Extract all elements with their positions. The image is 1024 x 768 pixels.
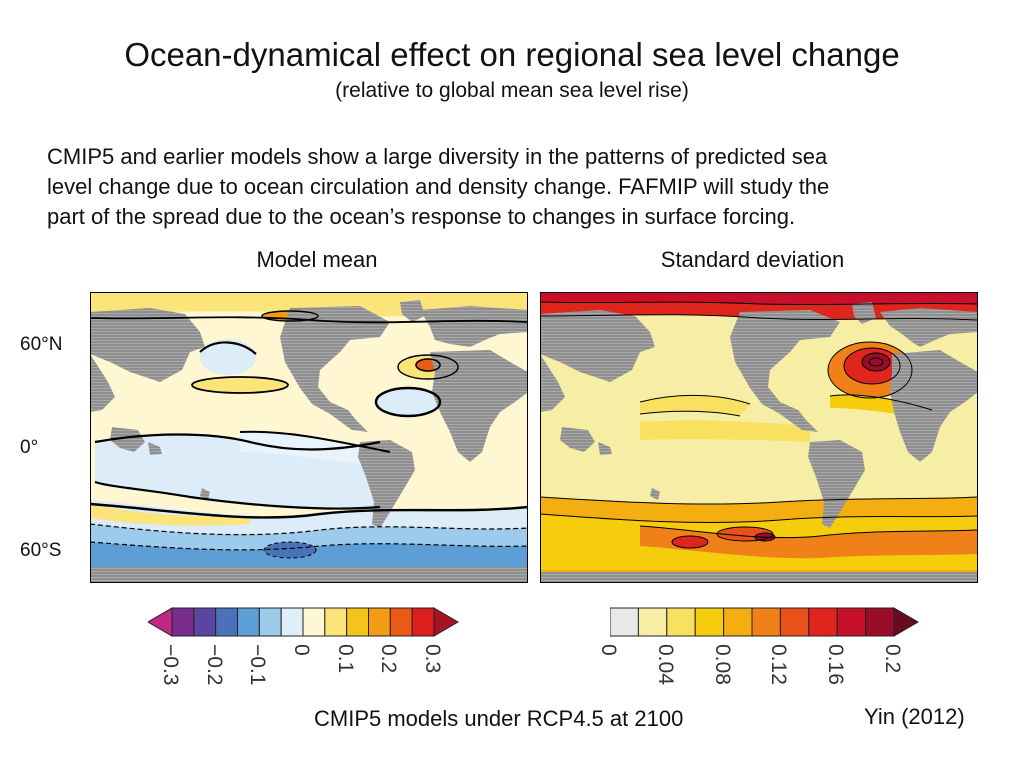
colorbar-model-mean bbox=[148, 607, 459, 637]
body-paragraph: CMIP5 and earlier models show a large di… bbox=[47, 142, 977, 232]
colorbar-swatch bbox=[193, 607, 217, 637]
colorbar-standard-deviation bbox=[610, 607, 919, 637]
colorbar-swatch bbox=[389, 607, 413, 637]
colorbar-swatch bbox=[610, 607, 639, 637]
colorbar-tick: 0.12 bbox=[767, 644, 791, 685]
north-atlantic-blue bbox=[376, 388, 440, 416]
colorbar-tick: 0.2 bbox=[881, 644, 904, 674]
continents bbox=[540, 302, 978, 583]
lat-label-0: 0° bbox=[20, 437, 39, 458]
colorbar-swatch bbox=[808, 607, 838, 637]
body-line: level change due to ocean circulation an… bbox=[47, 174, 830, 199]
colorbar-tick: 0.04 bbox=[653, 644, 677, 685]
body-line: CMIP5 and earlier models show a large di… bbox=[47, 144, 828, 169]
north-atlantic-core bbox=[862, 353, 890, 371]
colorbar-tick: 0 bbox=[597, 644, 620, 656]
colorbar-tick: −0.1 bbox=[246, 644, 270, 686]
colorbar-swatch bbox=[751, 607, 781, 637]
source-credit: Yin (2012) bbox=[864, 704, 965, 729]
slide-subtitle: (relative to global mean sea level rise) bbox=[335, 79, 689, 102]
colorbar-tick: −0.2 bbox=[202, 644, 226, 686]
colorbar-swatch bbox=[280, 607, 304, 637]
colorbar-tick: 0.16 bbox=[824, 644, 848, 685]
colorbar-tick: 0.2 bbox=[377, 644, 401, 674]
southern-red-patch bbox=[672, 536, 708, 548]
panel-title-std-dev: Standard deviation bbox=[660, 247, 845, 272]
colorbar-arrow-high bbox=[433, 607, 459, 637]
north-pacific-yellow bbox=[640, 395, 750, 416]
colorbar-swatch bbox=[215, 607, 238, 637]
body-line: part of the spread due to the ocean’s re… bbox=[47, 204, 796, 229]
colorbar-tick: 0.08 bbox=[710, 644, 734, 685]
footer-caption: CMIP5 models under RCP4.5 at 2100 bbox=[314, 706, 684, 731]
colorbar-swatch bbox=[302, 607, 326, 637]
tropical-band bbox=[640, 420, 810, 442]
colorbar-swatch bbox=[779, 607, 810, 637]
colorbar-tick: 0 bbox=[290, 644, 313, 656]
colorbar-swatch bbox=[346, 607, 370, 637]
north-pacific-yellow bbox=[192, 377, 288, 393]
colorbar-swatch bbox=[694, 607, 725, 637]
southern-ocean-deep-orange bbox=[640, 526, 978, 559]
lat-label-60s: 60°S bbox=[20, 540, 62, 561]
colorbar-swatch bbox=[237, 607, 260, 637]
colorbar-swatch bbox=[836, 607, 867, 637]
lat-label-60n: 60°N bbox=[20, 334, 63, 355]
model-mean-map bbox=[90, 292, 528, 583]
panel-title-model-mean: Model mean bbox=[256, 247, 378, 272]
slide-title: Ocean-dynamical effect on regional sea l… bbox=[124, 36, 900, 73]
colorbar-standard-deviation-ticks: 0 0.04 0.08 0.12 0.16 0.2 bbox=[597, 644, 920, 704]
colorbar-swatch bbox=[637, 607, 668, 637]
colorbar-tick: 0.3 bbox=[421, 644, 444, 674]
colorbar-swatch bbox=[723, 607, 753, 637]
colorbar-swatch bbox=[666, 607, 696, 637]
contour-lines bbox=[540, 301, 978, 549]
southern-yellow-band bbox=[90, 504, 250, 526]
colorbar-swatch bbox=[411, 607, 435, 637]
colorbar-model-mean-ticks: −0.3 −0.2 −0.1 0 0.1 0.2 0.3 bbox=[148, 644, 460, 704]
southern-ocean-deep bbox=[90, 542, 528, 573]
southern-ocean-core bbox=[264, 542, 316, 558]
north-pacific-blue bbox=[200, 339, 256, 375]
colorbar-swatch bbox=[368, 607, 391, 637]
colorbar-swatch bbox=[324, 607, 348, 637]
colorbar-swatch bbox=[865, 607, 895, 637]
colorbar-swatch bbox=[258, 607, 282, 637]
contour-lines bbox=[90, 310, 528, 559]
continents bbox=[90, 300, 528, 583]
standard-deviation-map bbox=[540, 292, 978, 583]
colorbar-swatch bbox=[171, 607, 195, 637]
colorbar-tick: 0.1 bbox=[333, 644, 357, 674]
colorbar-arrow-high bbox=[893, 607, 919, 637]
colorbar-arrow-low bbox=[148, 607, 173, 637]
arctic-dark-band bbox=[540, 292, 978, 305]
colorbar-tick: −0.3 bbox=[159, 644, 182, 686]
